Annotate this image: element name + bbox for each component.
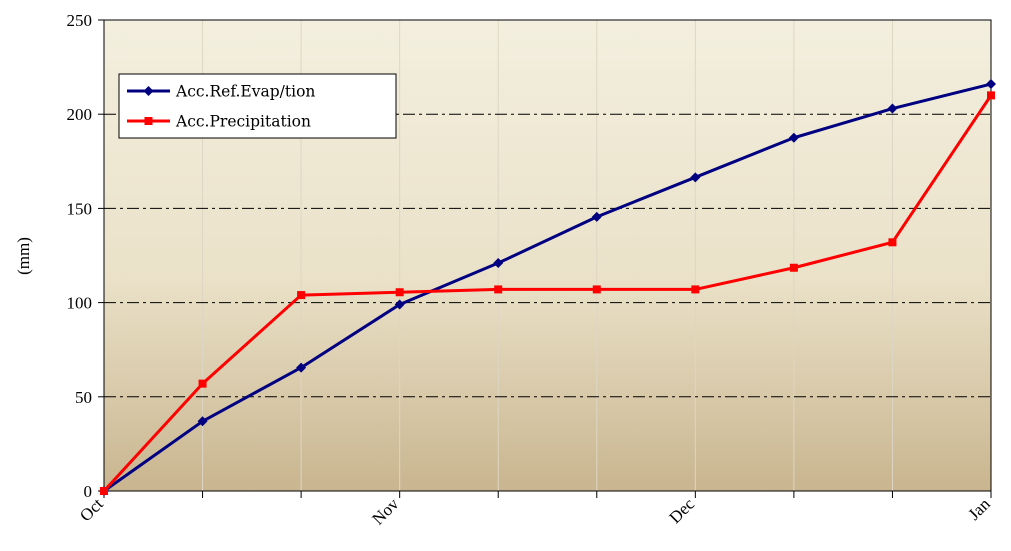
series-line (103, 82, 992, 493)
horizontal-gridlines (104, 113, 991, 398)
data-point (987, 91, 995, 100)
data-point (591, 211, 602, 222)
legend-evap-label: Acc.Ref.Evap/tion (175, 83, 315, 101)
data-point (297, 291, 306, 300)
y-tick-label: 250 (67, 11, 93, 30)
legend: Acc.Ref.Evap/tion Acc.Precipitation (118, 73, 397, 139)
legend-item-precip: Acc.Precipitation (127, 113, 311, 131)
x-tick-label: Nov (368, 494, 402, 528)
data-point (197, 416, 208, 427)
series-layer (99, 79, 996, 496)
series-evap (99, 79, 996, 496)
data-point (986, 79, 996, 90)
x-tick-label: Oct (76, 494, 107, 525)
y-tick-label: 0 (84, 482, 93, 501)
series-line (102, 94, 993, 493)
data-point (100, 487, 108, 495)
legend-precip-label: Acc.Precipitation (175, 113, 311, 131)
data-point (494, 285, 503, 294)
data-point (788, 132, 799, 143)
series-precip (100, 91, 995, 495)
plot-border (103, 19, 992, 492)
data-point (789, 263, 798, 272)
data-point (296, 362, 307, 373)
data-point (198, 379, 207, 388)
data-point (887, 103, 898, 114)
data-point (395, 288, 404, 297)
y-tick-label: 150 (67, 199, 93, 218)
data-point (690, 172, 701, 183)
legend-precip-marker (144, 117, 153, 125)
data-point (888, 238, 897, 247)
x-tick-label: Dec (665, 494, 698, 527)
data-point (592, 285, 601, 294)
x-tick-label: Jan (964, 494, 994, 524)
y-tick-label: 50 (75, 388, 92, 407)
y-axis-title: (mm) (14, 237, 33, 275)
data-point (493, 258, 504, 269)
y-axis: 0 50 100 150 200 250 (67, 11, 104, 501)
legend-item-evap: Acc.Ref.Evap/tion (127, 83, 315, 101)
legend-box (118, 73, 397, 139)
legend-evap-marker (143, 86, 154, 96)
y-tick-label: 200 (67, 105, 93, 124)
data-point (394, 299, 405, 310)
x-axis: Oct Nov Dec Jan (76, 491, 994, 529)
data-point (691, 285, 700, 294)
y-tick-label: 100 (67, 294, 93, 313)
